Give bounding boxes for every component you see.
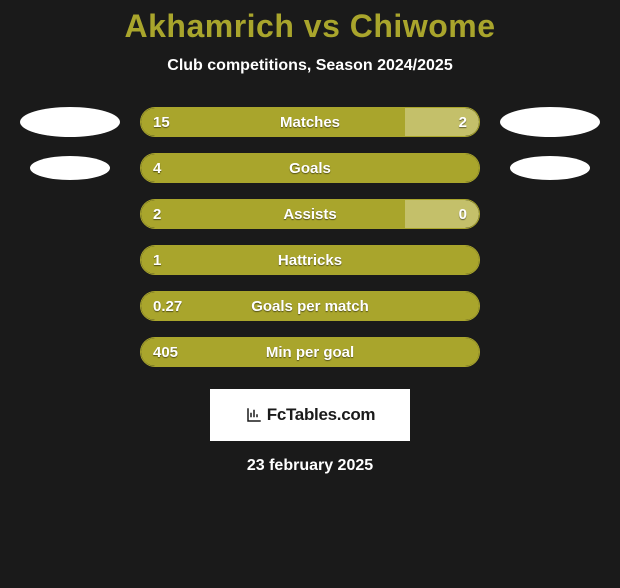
- stat-bar: 2Assists0: [140, 199, 480, 229]
- player-badge-right: [500, 107, 600, 137]
- stat-label: Goals per match: [141, 298, 479, 315]
- comparison-container: 15Matches24Goals2Assists01Hattricks0.27G…: [0, 99, 620, 375]
- player-badge-right: [510, 156, 590, 180]
- stat-row: 405Min per goal: [0, 329, 620, 375]
- stat-value-right: 2: [459, 114, 467, 131]
- stat-row: 15Matches2: [0, 99, 620, 145]
- stat-value-right: 0: [459, 206, 467, 223]
- stat-bar: 4Goals: [140, 153, 480, 183]
- stat-bar: 1Hattricks: [140, 245, 480, 275]
- logo-text: FcTables.com: [267, 405, 376, 425]
- subtitle: Club competitions, Season 2024/2025: [0, 57, 620, 75]
- stat-label: Min per goal: [141, 344, 479, 361]
- player-slot-right: [480, 107, 620, 137]
- stat-row: 2Assists0: [0, 191, 620, 237]
- stat-label: Matches: [141, 114, 479, 131]
- stat-label: Goals: [141, 160, 479, 177]
- player-slot-right: [480, 156, 620, 180]
- player-badge-left: [20, 107, 120, 137]
- logo-box[interactable]: FcTables.com: [210, 389, 410, 441]
- stat-row: 0.27Goals per match: [0, 283, 620, 329]
- stat-bar: 15Matches2: [140, 107, 480, 137]
- stat-row: 1Hattricks: [0, 237, 620, 283]
- chart-icon: [245, 406, 263, 424]
- stat-bar: 0.27Goals per match: [140, 291, 480, 321]
- date-label: 23 february 2025: [0, 457, 620, 475]
- player-slot-left: [0, 107, 140, 137]
- stat-label: Assists: [141, 206, 479, 223]
- player-slot-left: [0, 156, 140, 180]
- player-badge-left: [30, 156, 110, 180]
- page-title: Akhamrich vs Chiwome: [0, 8, 620, 45]
- stat-label: Hattricks: [141, 252, 479, 269]
- stat-bar: 405Min per goal: [140, 337, 480, 367]
- stat-row: 4Goals: [0, 145, 620, 191]
